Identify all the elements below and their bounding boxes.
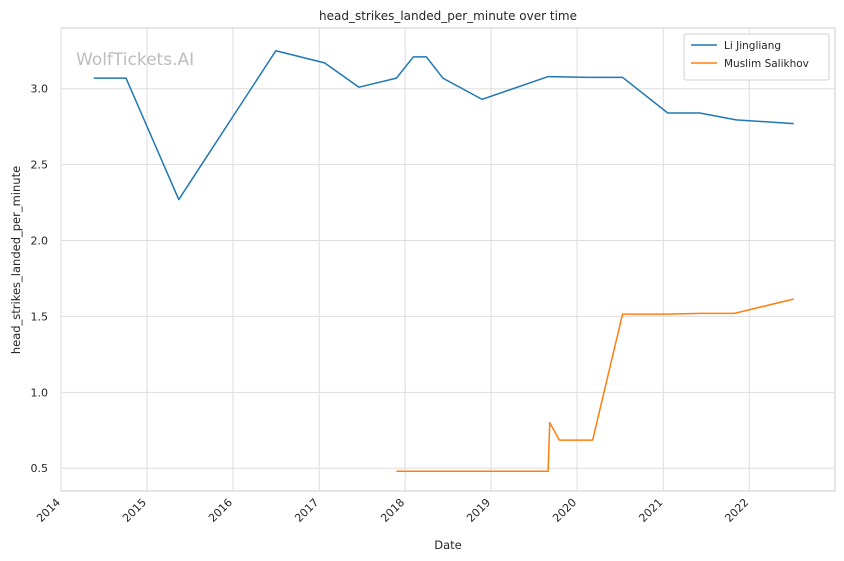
- legend-entry: Li Jingliang: [724, 40, 781, 52]
- series-lines: [93, 50, 794, 473]
- legend-entry: Muslim Salikhov: [724, 58, 809, 70]
- y-tick-label: 2.0: [31, 235, 49, 248]
- y-tick-label: 0.5: [31, 462, 49, 475]
- y-tick-labels: 0.5 1.0 1.5 2.0 2.5 3.0: [31, 83, 49, 476]
- plot-area: [60, 27, 836, 492]
- legend: Li Jingliang Muslim Salikhov: [683, 33, 830, 81]
- y-tick-label: 3.0: [31, 83, 49, 96]
- y-axis-label: head_strikes_landed_per_minute: [9, 166, 23, 354]
- y-tick-label: 1.0: [31, 386, 49, 399]
- series-line-li-jingliang: [93, 50, 794, 201]
- y-tick-label: 2.5: [31, 159, 49, 172]
- y-tick-label: 1.5: [31, 310, 49, 323]
- series-line-muslim-salikhov: [396, 298, 794, 473]
- x-axis-label: Date: [434, 538, 462, 552]
- watermark: WolfTickets.AI: [76, 50, 194, 70]
- legend-box: [683, 33, 830, 81]
- chart-title: head_strikes_landed_per_minute over time: [319, 9, 577, 23]
- gridlines: [60, 28, 835, 491]
